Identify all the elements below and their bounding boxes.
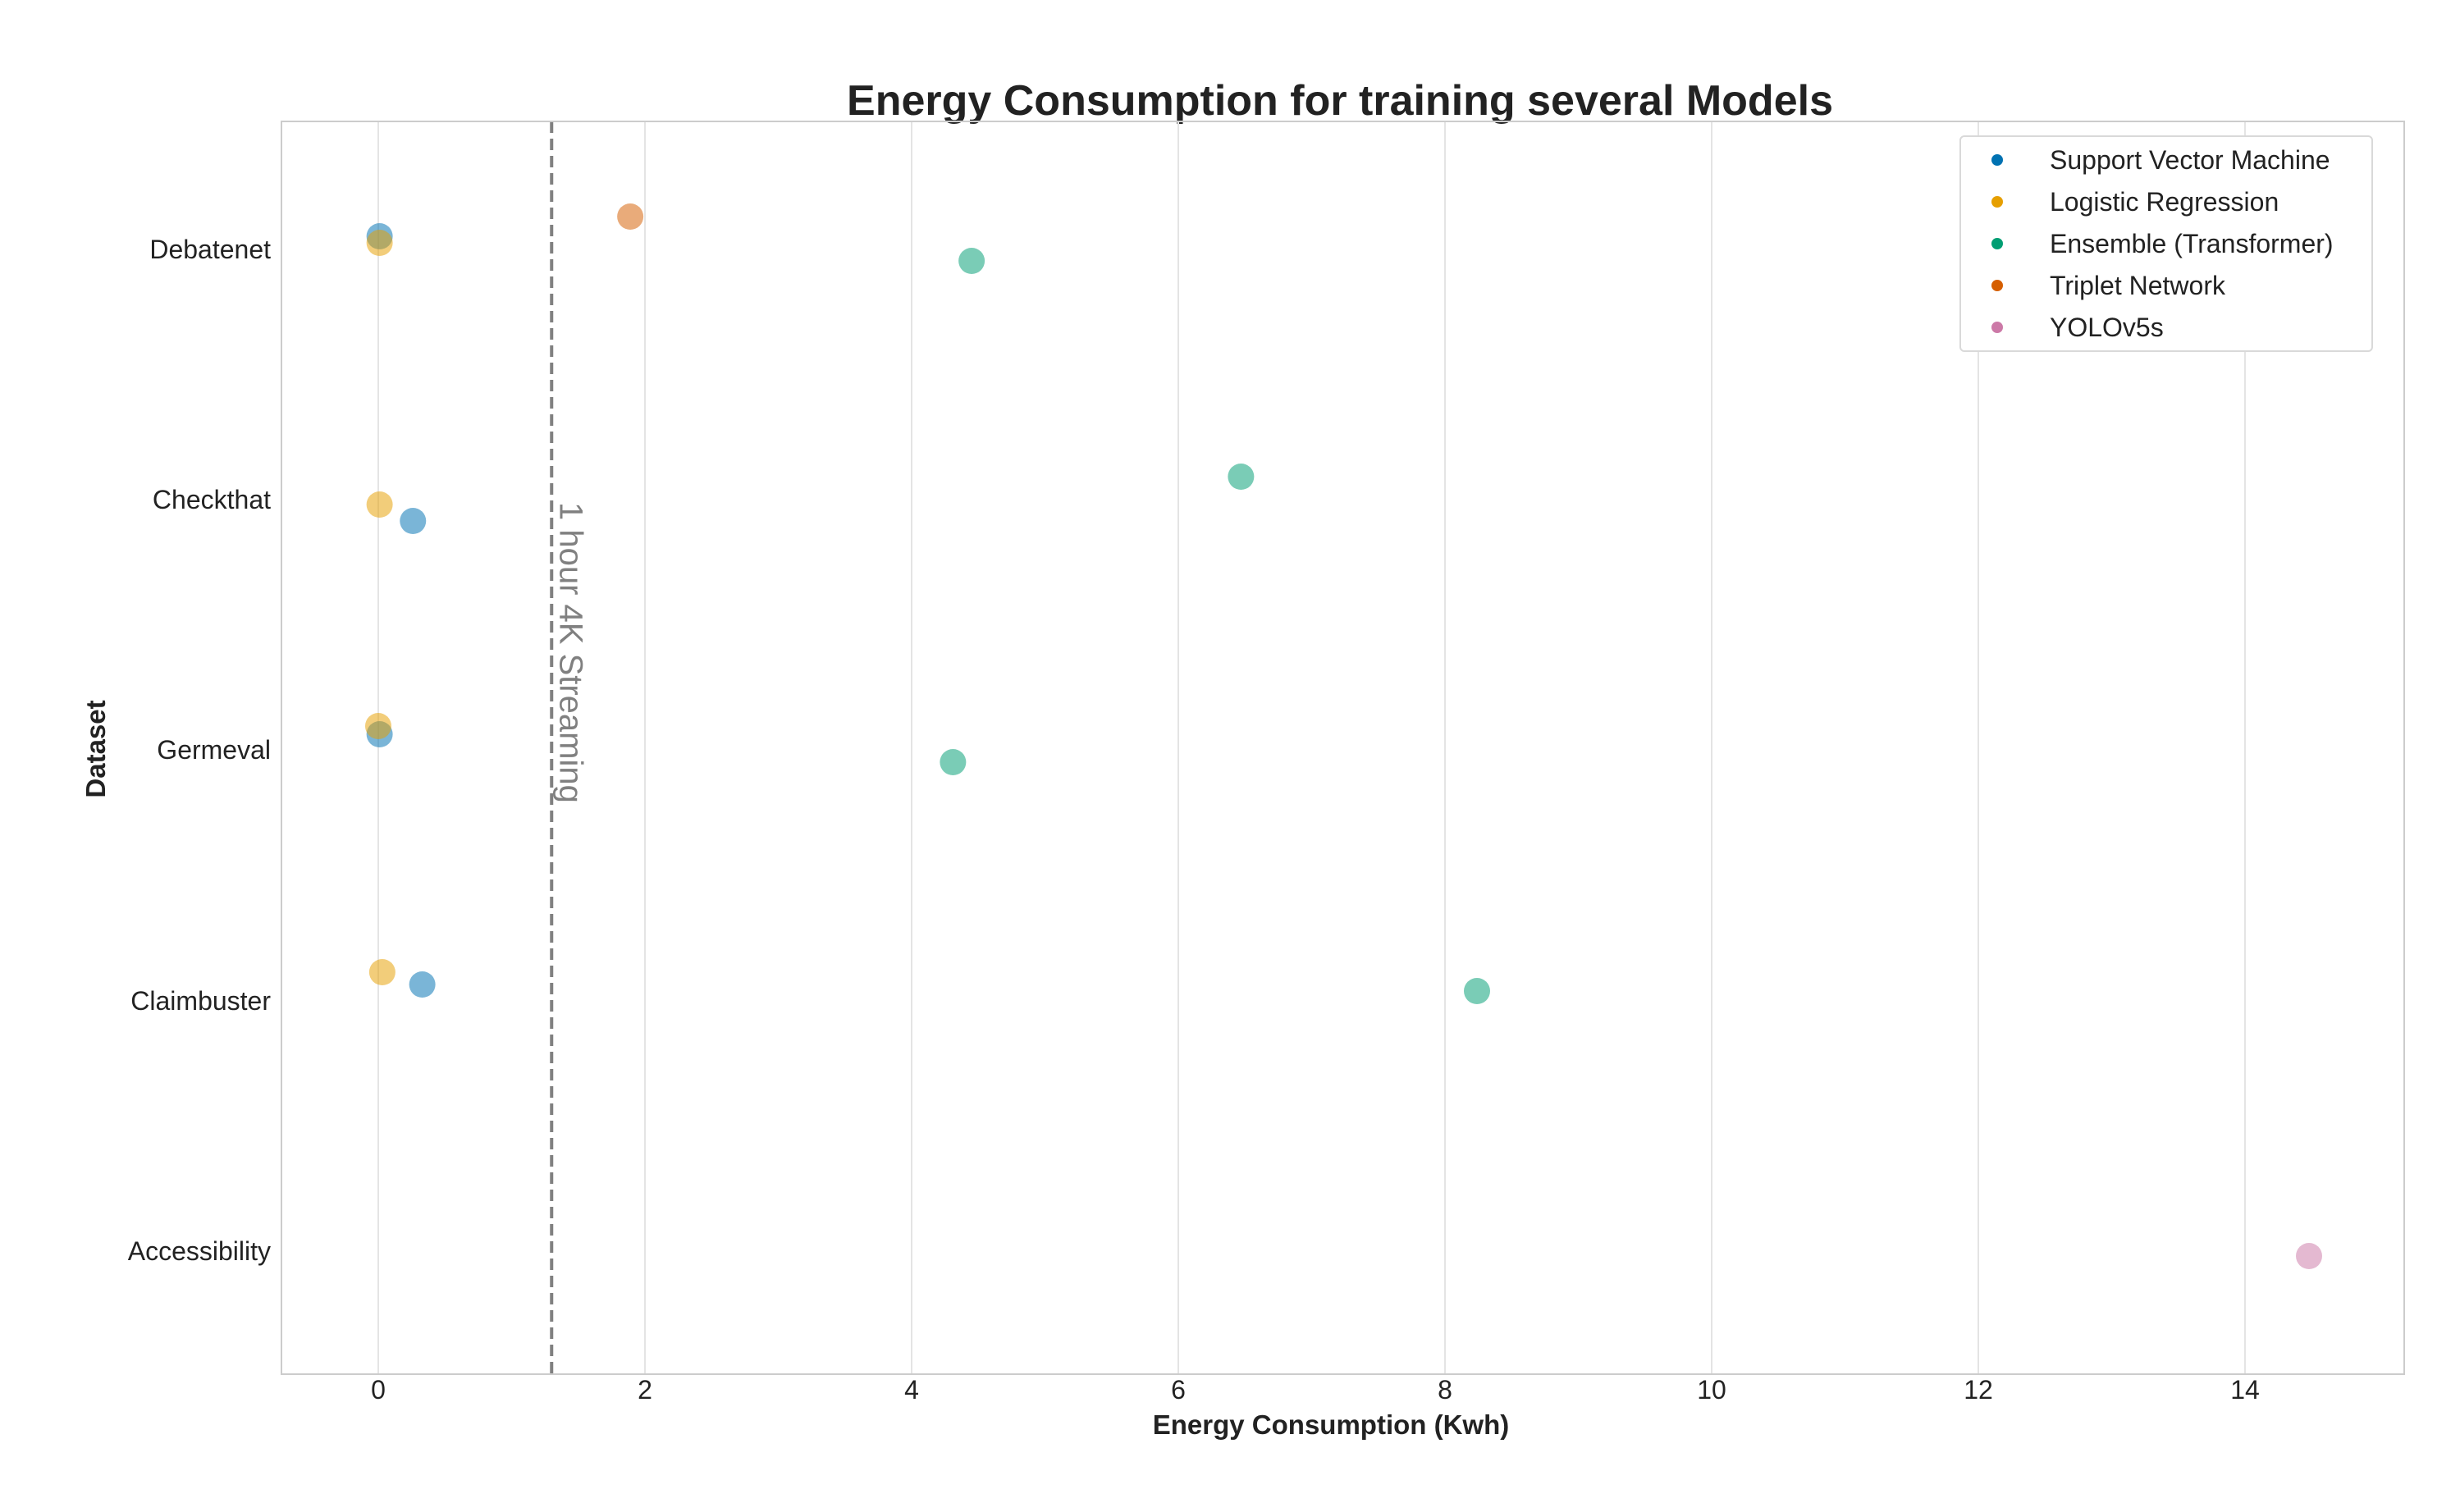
x-axis-label: Energy Consumption (Kwh) [1153,1409,1509,1440]
chart-title: Energy Consumption for training several … [847,77,1833,125]
data-point [2296,1243,2322,1269]
y-axis-ticks: Debatenet Checkthat Germeval Claimbuster Acc… [128,235,272,1266]
legend-label: Triplet Network [2050,271,2226,300]
y-tick-label: Checkthat [153,485,271,514]
data-point [409,971,436,998]
reference-line-label: 1 hour 4K Streaming [552,502,588,803]
data-point [368,959,396,985]
legend: Support Vector Machine Logistic Regressio… [1959,135,2373,352]
legend-marker [1991,196,2003,208]
legend-marker [1991,154,2003,166]
x-axis-ticks: 0 2 4 6 8 10 12 14 [371,1375,2260,1405]
x-tick-label: 0 [371,1375,386,1405]
x-tick-label: 12 [1964,1375,1993,1405]
data-point [940,749,967,775]
data-point [958,248,985,274]
legend-label: Support Vector Machine [2050,145,2330,175]
x-tick-label: 10 [1697,1375,1726,1405]
legend-marker [1991,322,2003,333]
legend-label: YOLOv5s [2050,313,2164,342]
legend-label: Ensemble (Transformer) [2050,229,2334,258]
legend-label: Logistic Regression [2050,187,2279,217]
data-point [365,713,391,739]
y-axis-label: Dataset [80,700,111,797]
x-tick-label: 2 [638,1375,652,1405]
reference-line-group: 1 hour 4K Streaming [550,121,588,1374]
legend-marker [1991,280,2003,291]
y-tick-label: Germeval [157,735,271,765]
plot-area-frame [281,121,2405,1375]
data-points [365,203,2322,1269]
data-point [400,508,427,534]
data-point [366,230,393,256]
data-point [366,491,393,518]
data-point [1228,464,1255,490]
data-point [1464,978,1490,1004]
x-tick-label: 6 [1171,1375,1186,1405]
legend-marker [1991,238,2003,249]
data-point [617,203,644,230]
y-tick-label: Accessibility [128,1236,271,1266]
y-tick-label: Debatenet [149,235,271,264]
x-tick-label: 4 [904,1375,919,1405]
legend-box [1959,135,2373,352]
x-tick-label: 14 [2230,1375,2260,1405]
x-tick-label: 8 [1438,1375,1452,1405]
y-tick-label: Claimbuster [130,986,271,1016]
